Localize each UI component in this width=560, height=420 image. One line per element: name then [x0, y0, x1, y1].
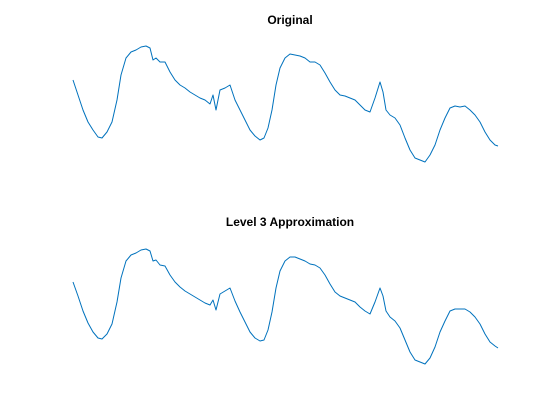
chart-title: Original	[267, 13, 312, 27]
data-line	[72, 45, 499, 163]
chart-title: Level 3 Approximation	[226, 215, 354, 229]
data-line	[72, 248, 499, 365]
